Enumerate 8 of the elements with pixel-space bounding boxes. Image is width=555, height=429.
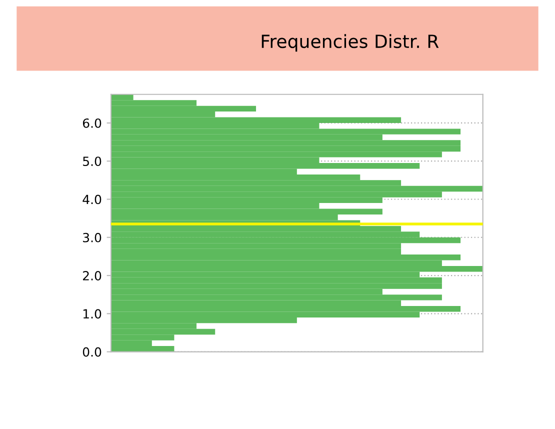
y-tick-label: 2.0 xyxy=(83,270,102,280)
y-tick-label: 3.0 xyxy=(83,232,102,242)
y-tick-label: 4.0 xyxy=(82,194,102,204)
y-tick-label: 1.0 xyxy=(83,309,102,319)
y-tick-label: 0.0 xyxy=(82,347,102,357)
chart-title: Frequencies Distr. R xyxy=(262,34,439,52)
y-tick-label: 6.0 xyxy=(82,118,102,128)
y-tick-label: 5.0 xyxy=(83,156,102,166)
